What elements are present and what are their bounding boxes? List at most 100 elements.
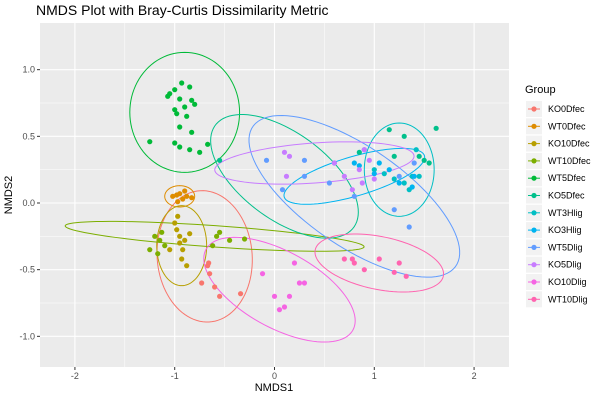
point-wt3hlig [391, 176, 397, 182]
x-axis-ticks: -2 -1 0 1 2 [71, 367, 477, 381]
legend-key-point [531, 192, 537, 199]
point-ko5dfec [391, 153, 397, 159]
legend-item-ko5dfec: KO5Dfec [526, 187, 585, 204]
point-wt5dfec [184, 113, 190, 119]
point-ko10dfec [184, 263, 190, 269]
point-ko5dlig [283, 173, 290, 179]
point-ko5dfec [217, 157, 223, 163]
point-wt5dlig [301, 157, 308, 163]
point-ko10dfec [180, 247, 186, 253]
point-wt5dfec [189, 129, 195, 135]
point-wt5dfec [187, 147, 193, 153]
point-wt5dfec [172, 140, 178, 146]
point-ko3hlig [356, 163, 362, 169]
point-wt5dlig [351, 193, 357, 199]
point-wt5dfec [205, 141, 211, 147]
point-wt10dfec [152, 233, 158, 239]
point-ko10dfec [179, 256, 185, 262]
x-axis-title: NMDS1 [255, 382, 294, 394]
legend-item-ko10dlig: KO10Dlig [526, 274, 587, 290]
ellipse-wt10dfec [64, 220, 365, 252]
point-wt5dlig [411, 160, 417, 166]
point-wt5dlig [396, 173, 402, 179]
point-wt10dfec [241, 236, 248, 242]
point-ko5dlig [359, 180, 365, 186]
y-axis-title: NMDS2 [3, 176, 15, 215]
legend-item-ko5dlig: KO5Dlig [526, 256, 582, 273]
point-wt10dlig [376, 256, 382, 262]
point-wt5dfec [192, 101, 198, 107]
ellipse-wt0dfec [164, 185, 196, 208]
legend-label: WT3Hlig [548, 208, 583, 218]
y-tick-label: 0.0 [22, 198, 35, 208]
point-ko0dfec [212, 284, 218, 290]
ellipse-wt5dlig [248, 114, 461, 278]
legend-item-wt10dfec: WT10Dfec [526, 152, 591, 169]
x-tick-label: 0 [272, 371, 277, 381]
point-wt5dfec [147, 139, 153, 145]
point-wt0dfec [182, 188, 188, 194]
ellipse-ko5dlig [214, 141, 415, 185]
point-ko3hlig [386, 167, 392, 173]
point-ko10dfec [175, 213, 181, 219]
point-wt10dfec [162, 243, 168, 249]
point-wt5dfec [177, 96, 183, 102]
legend-label: KO10Dfec [548, 139, 590, 149]
point-wt5dlig [263, 157, 270, 163]
point-wt10dfec [155, 251, 161, 257]
point-wt10dfec [147, 247, 153, 253]
point-wt10dlig [349, 256, 355, 262]
point-ko3hlig [351, 160, 357, 166]
point-wt5dfec [174, 111, 180, 117]
point-wt10dlig [351, 260, 357, 266]
ellipse-wt5dfec [129, 51, 241, 173]
x-tick-label: 2 [472, 371, 477, 381]
point-wt10dlig [403, 273, 409, 279]
legend-key-point [531, 296, 537, 302]
x-tick-label: -2 [71, 371, 79, 381]
point-ko10dlig [259, 271, 266, 277]
legend-label: KO3Hlig [548, 225, 582, 235]
point-wt5dlig [326, 180, 332, 186]
point-ko5dlig [286, 153, 293, 159]
point-ko10dfec [167, 247, 173, 253]
point-wt10dfec [157, 237, 163, 243]
point-wt0dfec [180, 196, 186, 202]
point-wt10dlig [391, 269, 397, 275]
legend-key-point [531, 210, 537, 216]
point-wt10dfec [159, 229, 165, 235]
point-wt5dfec [187, 84, 193, 90]
point-ko10dfec [182, 237, 188, 243]
point-ko5dfec [416, 153, 422, 159]
point-wt5dfec [172, 87, 178, 93]
point-ko5dlig [341, 173, 347, 179]
ellipse-ko10dfec [156, 205, 208, 287]
ellipse-wt3hlig [363, 122, 435, 217]
y-tick-label: 0.5 [22, 131, 35, 141]
ellipse-ko0dfec [156, 190, 253, 323]
point-wt0dfec [175, 199, 181, 205]
legend-item-wt10dlig: WT10Dlig [526, 291, 588, 308]
legend-item-ko0dfec: KO0Dfec [526, 101, 585, 117]
point-wt5dlig [406, 224, 412, 230]
point-wt10dlig [396, 260, 402, 266]
point-ko5dfec [386, 127, 392, 133]
ellipse-ko3hlig [283, 147, 426, 205]
legend: Group KO0Dfec WT0Dfec KO10Dfec WT10Dfec WT5D… [525, 84, 591, 308]
point-wt5dlig [391, 207, 397, 213]
point-ko10dlig [296, 280, 303, 286]
point-ko3hlig [376, 160, 382, 166]
point-ko10dlig [271, 293, 278, 299]
legend-key-point [531, 262, 537, 268]
y-tick-label: 1.0 [22, 65, 35, 75]
point-wt10dfec [226, 237, 233, 243]
legend-item-ko3hlig: KO3Hlig [526, 222, 582, 239]
point-ko0dfec [207, 271, 213, 277]
point-wt5dfec [179, 80, 185, 86]
legend-label: KO5Dlig [548, 260, 582, 270]
point-wt10dlig [361, 267, 367, 273]
point-wt5dfec [165, 93, 171, 99]
y-axis-ticks: -1.0 -0.5 0.0 0.5 1.0 [19, 65, 40, 341]
legend-label: KO5Dfec [548, 191, 585, 201]
